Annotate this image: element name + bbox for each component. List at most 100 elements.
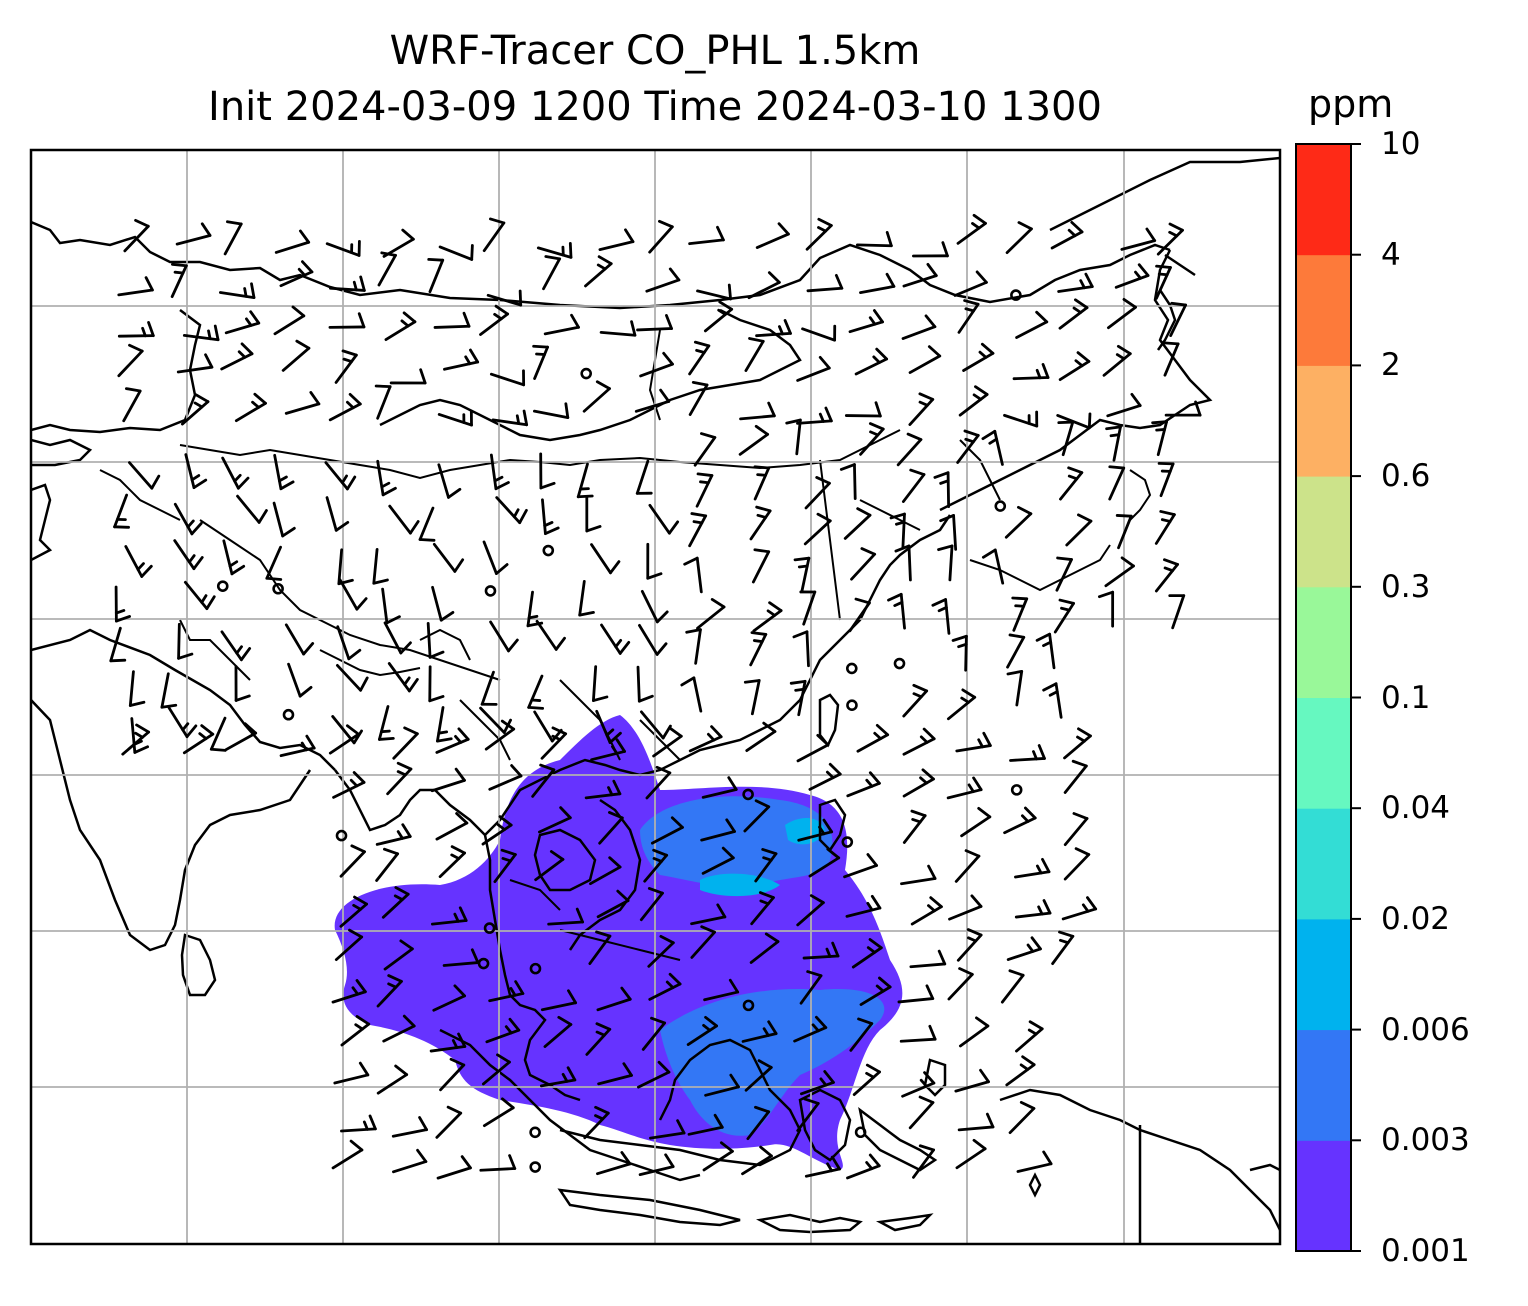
wind-barb-staff (1015, 669, 1024, 707)
wind-barb-flag (393, 894, 404, 902)
wind-barb-staff (1065, 519, 1093, 547)
wind-barb-flag (249, 310, 261, 325)
wind-barb-flag (700, 432, 717, 439)
wind-barb-flag (298, 685, 313, 698)
wind-barb-flag (230, 564, 246, 576)
wind-barb-staff (948, 544, 954, 582)
wind-barb-flag (1035, 864, 1043, 875)
wind-barb-flag (667, 520, 680, 535)
wind-barb-flag (428, 694, 445, 703)
calm-wind-marker (893, 657, 906, 670)
wind-barb-staff (224, 321, 261, 335)
wind-barb-staff (160, 672, 170, 709)
wind-barb-flag (494, 481, 510, 491)
wind-barb-flag (1011, 596, 1029, 601)
wind-barb-flag (716, 903, 727, 919)
wind-barb-flag (346, 400, 355, 410)
wind-barb-flag (1122, 298, 1137, 309)
wind-barb-flag (783, 319, 792, 335)
wind-barb-flag (758, 891, 775, 900)
wind-barb-flag (394, 1064, 409, 1077)
wind-barb-staff (324, 461, 349, 491)
wind-barb-staff (1015, 320, 1049, 339)
wind-barb-flag (141, 326, 147, 338)
wind-barb-flag (544, 526, 560, 536)
wind-barb-flag (204, 353, 214, 369)
wind-barb-flag (551, 734, 562, 741)
wind-barb-staff (533, 409, 570, 420)
wind-barb-staff (531, 768, 556, 798)
wind-barb-staff (331, 990, 367, 1004)
wind-barb-flag (409, 520, 420, 535)
wind-barb-staff (962, 351, 995, 372)
wind-barb-flag (839, 463, 856, 471)
wind-barb-staff (117, 334, 155, 338)
wind-barb-flag (977, 738, 984, 749)
wind-barb-flag (750, 631, 768, 636)
wind-barb-flag (302, 642, 315, 656)
wind-barb-flag (1035, 310, 1049, 324)
wind-barb-flag (729, 1073, 740, 1089)
wind-barb-staff (634, 400, 671, 413)
wind-barb-flag (868, 422, 885, 431)
wind-barb-flag (652, 848, 669, 857)
plume-high-concentration (785, 818, 825, 845)
wind-barb-flag (870, 894, 882, 910)
wind-barb-flag (966, 928, 983, 937)
wind-barb-staff (696, 605, 726, 630)
wind-barb-flag (190, 474, 201, 482)
wind-barb-flag (713, 1113, 724, 1129)
calm-wind-marker (1010, 784, 1023, 796)
wind-barb-flag (925, 984, 935, 1000)
wind-barb-staff (944, 598, 951, 635)
wind-barb-flag (109, 658, 127, 663)
wind-barb-flag (243, 287, 248, 298)
plume-mid-concentration (640, 796, 833, 887)
wind-barb-staff (526, 590, 534, 628)
wind-barb-staff (443, 360, 480, 371)
wind-barb-flag (767, 401, 776, 418)
wind-barb-staff (113, 493, 129, 529)
wind-barb-flag (403, 676, 411, 686)
wind-barb-staff (583, 1111, 610, 1140)
colorbar-segment (1296, 697, 1351, 809)
wind-barb-flag (1077, 727, 1092, 738)
wind-barb-flag (493, 475, 504, 483)
wind-barb-staff (1112, 425, 1122, 462)
wind-barb-flag (1028, 1020, 1044, 1031)
wind-barb-flag (778, 325, 784, 336)
wind-barb-staff (859, 285, 896, 295)
wind-barb-flag (1042, 640, 1053, 648)
colorbar-segment (1296, 808, 1351, 920)
wind-barb-flag (857, 1017, 874, 1025)
wind-barb-flag (352, 771, 366, 784)
wind-barb-staff (686, 1024, 718, 1046)
wind-barb-staff (910, 905, 943, 926)
wind-barb-flag (193, 401, 204, 409)
wind-barb-flag (1042, 1150, 1053, 1166)
wind-barb-staff (176, 365, 214, 374)
wind-barb-staff (167, 706, 189, 739)
wind-barb-staff (640, 710, 665, 740)
wind-barb-staff (1050, 230, 1084, 250)
wind-barb-flag (446, 1105, 463, 1115)
wind-barb-flag (297, 267, 307, 277)
colorbar-segment (1296, 1029, 1351, 1141)
calm-wind-marker (282, 708, 295, 721)
wind-barb-flag (394, 886, 410, 896)
wind-barb-staff (649, 1131, 686, 1140)
wind-barb-staff (749, 940, 780, 964)
wind-barb-flag (561, 1072, 569, 1083)
wind-barb-staff (795, 418, 802, 456)
wind-barb-staff (688, 238, 725, 246)
wind-barb-staff (1003, 816, 1037, 835)
wind-barb-flag (814, 1015, 828, 1029)
wind-barb-staff (1048, 632, 1056, 670)
wind-barb-flag (401, 823, 412, 838)
wind-barb-staff (635, 459, 650, 495)
wind-barb-staff (843, 513, 872, 540)
wind-barb-staff (803, 519, 832, 546)
wind-barb-flag (652, 857, 663, 863)
wind-barb-flag (489, 217, 506, 225)
wind-barb-flag (981, 548, 997, 559)
